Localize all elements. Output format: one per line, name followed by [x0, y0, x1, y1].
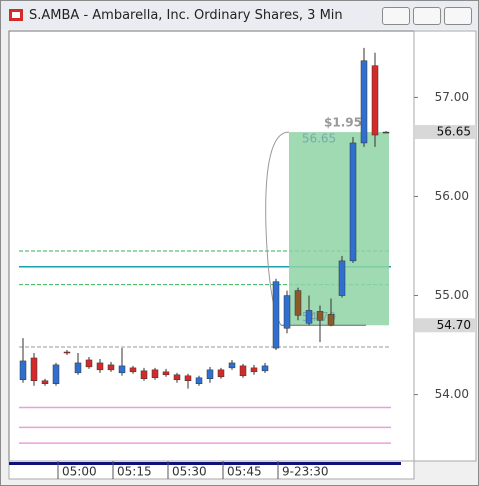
candle-body [184, 375, 192, 381]
candle-body [228, 362, 236, 369]
y-tick-label: 56.00 [435, 189, 469, 203]
price-marker [415, 318, 476, 333]
candle-body [316, 311, 324, 321]
trade-box [289, 132, 389, 326]
candle-body [41, 380, 49, 384]
price-marker [415, 125, 476, 140]
y-tick-label: 57.00 [435, 90, 469, 104]
price-marker-label: 56.65 [437, 125, 471, 139]
minimize-button[interactable] [382, 7, 410, 25]
x-tick-label: 9-23:30 [282, 465, 329, 479]
candle-body [272, 281, 280, 349]
candle-body [85, 359, 93, 368]
candle-body [173, 374, 181, 381]
close-button[interactable] [444, 7, 472, 25]
candle-body [195, 377, 203, 384]
y-tick-label: 54.00 [435, 387, 469, 401]
candle-body [327, 314, 335, 326]
candle-body [239, 365, 247, 377]
scroll-bar[interactable] [9, 462, 401, 465]
candle-body [140, 370, 148, 380]
candle-body [382, 131, 390, 134]
candle-body [217, 369, 225, 378]
x-tick-label: 05:30 [172, 465, 207, 479]
profit-label: $1.95 [324, 116, 362, 130]
candle-body [107, 364, 115, 371]
x-tick-label: 05:00 [62, 465, 97, 479]
price-axis [413, 30, 477, 462]
maximize-button[interactable] [413, 7, 441, 25]
time-axis [8, 460, 415, 480]
candle-body [52, 364, 60, 384]
candle-body [360, 60, 368, 144]
title-bar: S.AMBA - Ambarella, Inc. Ordinary Shares… [1, 1, 478, 29]
candle-body [151, 369, 159, 379]
app-icon [9, 9, 23, 21]
window-title: S.AMBA - Ambarella, Inc. Ordinary Shares… [29, 8, 343, 23]
candle-body [261, 365, 269, 372]
candle-body [294, 290, 302, 316]
candle-body [338, 260, 346, 296]
candle-body [19, 360, 27, 381]
candle-body [96, 362, 104, 371]
price-marker-label: 54.70 [437, 318, 471, 332]
candle-body [206, 369, 214, 380]
candle-body [118, 365, 126, 374]
x-tick-label: 05:45 [227, 465, 262, 479]
candle-body [63, 351, 71, 354]
y-tick-label: 55.00 [435, 288, 469, 302]
chart: 54.00 55.00 56.00 57.00 $1.95 56.65 54.70 05:00… [8, 30, 477, 480]
x-tick-label: 05:15 [117, 465, 152, 479]
candle-body [129, 367, 137, 373]
candle-body [30, 357, 38, 381]
candle-body [162, 371, 170, 376]
candle-body [305, 310, 313, 324]
candle-body [283, 295, 291, 329]
candle-body [371, 65, 379, 136]
exit-label: 56.65 [302, 132, 336, 146]
candle-body [250, 367, 258, 373]
candle-body [349, 142, 357, 262]
candle-body [74, 362, 82, 374]
